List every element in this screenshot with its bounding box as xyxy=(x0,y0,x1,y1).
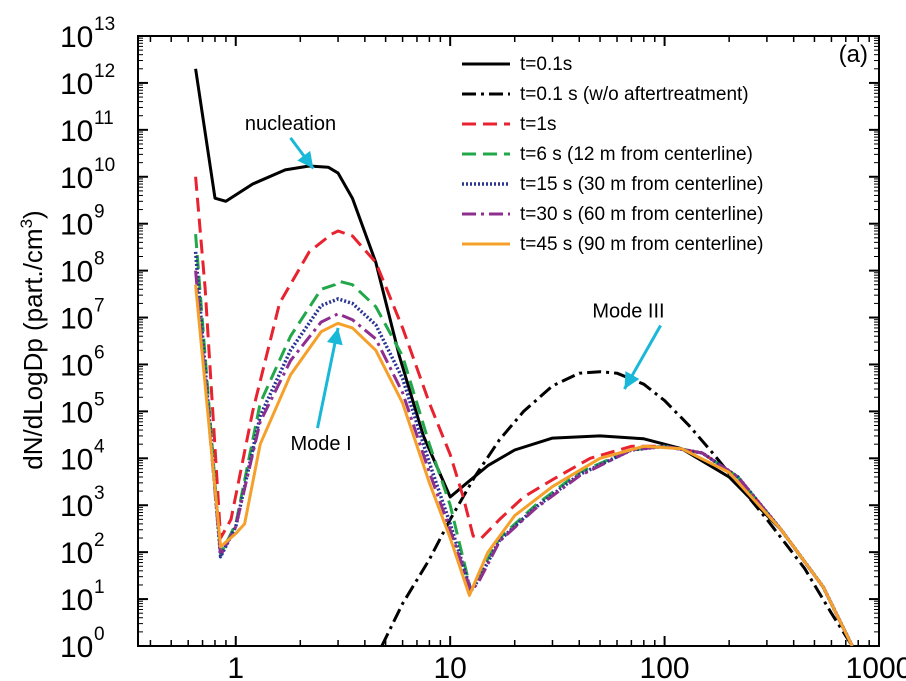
legend-label-6: t=30 s (60 m from centerline) xyxy=(520,204,763,225)
x-tick-label: 1 xyxy=(227,652,244,681)
y-tick-exponent: 7 xyxy=(94,296,105,317)
y-tick-label: 10 xyxy=(60,490,93,523)
legend-label-7: t=45 s (90 m from centerline) xyxy=(520,234,763,255)
y-tick-exponent: 13 xyxy=(94,14,115,35)
y-tick-label: 10 xyxy=(60,162,93,195)
x-tick-label: 10 xyxy=(433,652,466,681)
x-tick-label: 100 xyxy=(640,652,690,681)
annotation-label: Mode III xyxy=(592,301,664,323)
y-tick-label: 10 xyxy=(60,21,93,54)
y-tick-exponent: 6 xyxy=(94,342,105,363)
series-line-6 xyxy=(194,270,854,646)
y-tick-exponent: 3 xyxy=(94,483,105,504)
y-tick-label: 10 xyxy=(60,631,93,664)
y-tick-exponent: 2 xyxy=(94,530,105,551)
y-tick-label: 10 xyxy=(60,537,93,570)
y-axis-label-superscript: 3 xyxy=(17,219,36,228)
y-axis-label: dN/dLogDp (part./cm3) xyxy=(17,210,48,469)
annotation-arrow-head xyxy=(327,327,343,346)
x-axis-ticks: 1 10 100 1000 xyxy=(149,36,906,681)
legend-label-5: t=15 s (30 m from centerline) xyxy=(520,174,763,195)
y-tick-exponent: 1 xyxy=(94,577,105,598)
y-tick-exponent: 11 xyxy=(94,108,114,129)
y-tick-label: 10 xyxy=(60,68,93,101)
y-tick-label: 10 xyxy=(60,396,93,429)
y-tick-exponent: 4 xyxy=(94,436,105,457)
annotation-layer: nucleation Mode III Mode I xyxy=(245,113,665,455)
legend-label-3: t=1s xyxy=(520,114,556,135)
panel-label: (a) xyxy=(839,41,868,68)
legend-label-1: t=0.1s xyxy=(520,54,572,75)
y-tick-label: 10 xyxy=(60,303,93,336)
y-tick-label: 10 xyxy=(60,256,93,289)
y-axis-label-main: dN/dLogDp (part./cm xyxy=(18,228,48,469)
y-tick-exponent: 0 xyxy=(94,624,105,645)
annotation-label: nucleation xyxy=(245,113,336,135)
y-tick-exponent: 10 xyxy=(94,155,115,176)
annotation-arrow-shaft xyxy=(316,327,340,429)
annotation-label: Mode I xyxy=(290,433,351,455)
y-tick-exponent: 5 xyxy=(94,389,105,410)
annotation-arrow-head xyxy=(297,150,314,169)
legend: t=0.1s t=0.1 s (w/o aftertreatment) t=1s t=… xyxy=(462,54,763,255)
y-tick-label: 10 xyxy=(60,349,93,382)
y-tick-exponent: 12 xyxy=(94,61,115,82)
legend-label-4: t=6 s (12 m from centerline) xyxy=(520,144,753,165)
y-tick-exponent: 8 xyxy=(94,249,105,270)
series-line-2 xyxy=(380,370,854,646)
plot-frame xyxy=(137,35,880,647)
x-tick-label: 1000 xyxy=(846,652,906,681)
y-tick-label: 10 xyxy=(60,115,93,148)
legend-label-2: t=0.1 s (w/o aftertreatment) xyxy=(520,84,749,105)
y-axis-label-close: ) xyxy=(18,210,48,219)
series-line-7 xyxy=(194,284,854,646)
annotation-arrow-head xyxy=(624,371,640,389)
y-tick-label: 10 xyxy=(60,584,93,617)
y-tick-label: 10 xyxy=(60,443,93,476)
y-tick-exponent: 9 xyxy=(94,202,105,223)
y-tick-label: 10 xyxy=(60,209,93,242)
series-layer xyxy=(193,68,854,646)
